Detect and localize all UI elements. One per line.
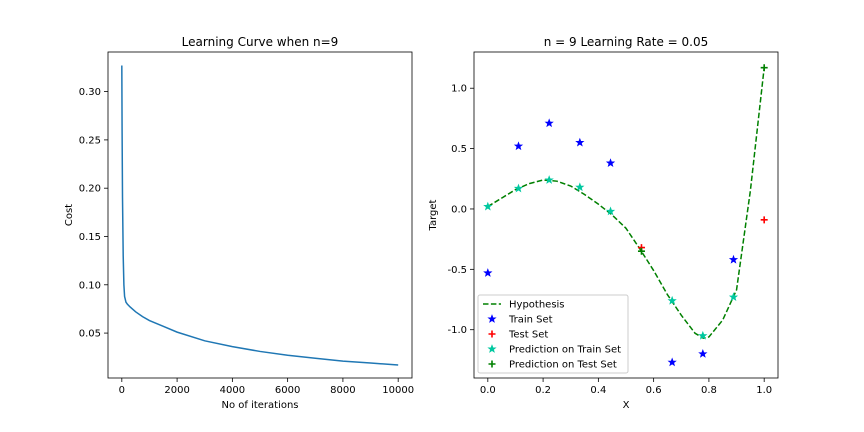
right-series-test-set-point (760, 216, 768, 224)
left-x-tick-label: 2000 (164, 385, 189, 396)
right-series-train-set-point (513, 141, 524, 151)
left-axes-frame (107, 51, 413, 379)
right-series-prediction-on-train-set-point (483, 201, 493, 211)
right-series-prediction-on-train-set-point (728, 292, 739, 302)
right-x-tick-label: 0.6 (646, 385, 662, 396)
left-y-tick-label: 0.25 (79, 135, 101, 146)
right-series-prediction-on-train-set-point (605, 206, 616, 216)
left-y-tick-label: 0.20 (79, 184, 101, 195)
legend-label: Test Set (508, 330, 548, 341)
left-x-tick-label: 6000 (275, 385, 300, 396)
right-series-train-set-point (575, 137, 585, 147)
right-series-prediction-on-test-set-point (760, 64, 768, 72)
right-series-prediction-on-train-set-point (513, 183, 524, 193)
right-x-tick-label: 0.2 (535, 385, 551, 396)
left-y-tick-label: 0.10 (79, 280, 101, 291)
right-series-train-set-point (698, 348, 708, 358)
right-plot: 0.0 0.2 0.4 0.6 0.8 1.0 -1.0 -0.5 0.0 0.5 1.0 n = 9… (428, 35, 779, 411)
left-x-tick-label: 8000 (330, 385, 355, 396)
right-x-tick-label: 1.0 (756, 385, 772, 396)
right-y-tick-label: 0.5 (451, 144, 467, 155)
left-y-axis-label: Cost (64, 204, 75, 226)
right-series-train-set-point (483, 268, 493, 277)
right-series-train-set-point (605, 158, 616, 168)
right-y-tick-label: 1.0 (451, 84, 467, 95)
legend-label: Prediction on Test Set (509, 360, 617, 371)
legend-swatch (487, 314, 497, 323)
right-y-tick-label: -0.5 (447, 265, 467, 276)
left-x-tick-label: 0 (119, 385, 125, 396)
left-plot: 0 2000 4000 6000 8000 10000 0.05 0.10 0.15 0.20 0.… (64, 35, 414, 411)
right-series-prediction-on-train-set-point (544, 175, 554, 184)
right-y-axis-label: Target (428, 199, 439, 231)
right-series-prediction-on-train-set-point (698, 330, 708, 340)
left-y-tick-label: 0.05 (79, 329, 101, 340)
right-series-train-set-point (667, 357, 677, 367)
left-x-axis-label: No of iterations (221, 400, 298, 411)
legend-swatch (488, 330, 496, 338)
right-chart-title: n = 9 Learning Rate = 0.05 (544, 35, 709, 49)
left-series-line (121, 65, 399, 366)
right-x-tick-label: 0.8 (701, 385, 717, 396)
right-legend: Hypothesis Train Set Test Set Prediction on… (477, 294, 629, 374)
left-chart-title: Learning Curve when n=9 (182, 35, 339, 49)
legend-label: Train Set (508, 315, 553, 326)
legend-swatch (487, 344, 497, 353)
right-x-axis-label: X (623, 400, 630, 411)
legend-frame (477, 294, 629, 374)
left-y-tick-label: 0.30 (79, 87, 101, 98)
legend-swatch (488, 360, 496, 368)
legend-label: Prediction on Train Set (509, 345, 621, 356)
left-y-tick-label: 0.15 (79, 232, 101, 243)
right-series-prediction-on-train-set-point (667, 295, 677, 305)
right-y-tick-label: 0.0 (451, 204, 467, 215)
right-x-tick-label: 0.4 (590, 385, 606, 396)
right-series-hypothesis (487, 67, 765, 339)
right-y-tick-label: -1.0 (447, 325, 467, 336)
left-x-tick-label: 10000 (382, 385, 414, 396)
legend-label: Hypothesis (509, 300, 565, 311)
right-series-prediction-on-test-set-point (637, 247, 645, 255)
right-series-prediction-on-train-set-point (575, 182, 585, 192)
right-x-tick-label: 0.0 (480, 385, 496, 396)
right-axes-frame (473, 51, 779, 379)
right-series-train-set-point (544, 118, 554, 128)
right-series-train-set-point (728, 254, 739, 264)
left-x-tick-label: 4000 (220, 385, 245, 396)
